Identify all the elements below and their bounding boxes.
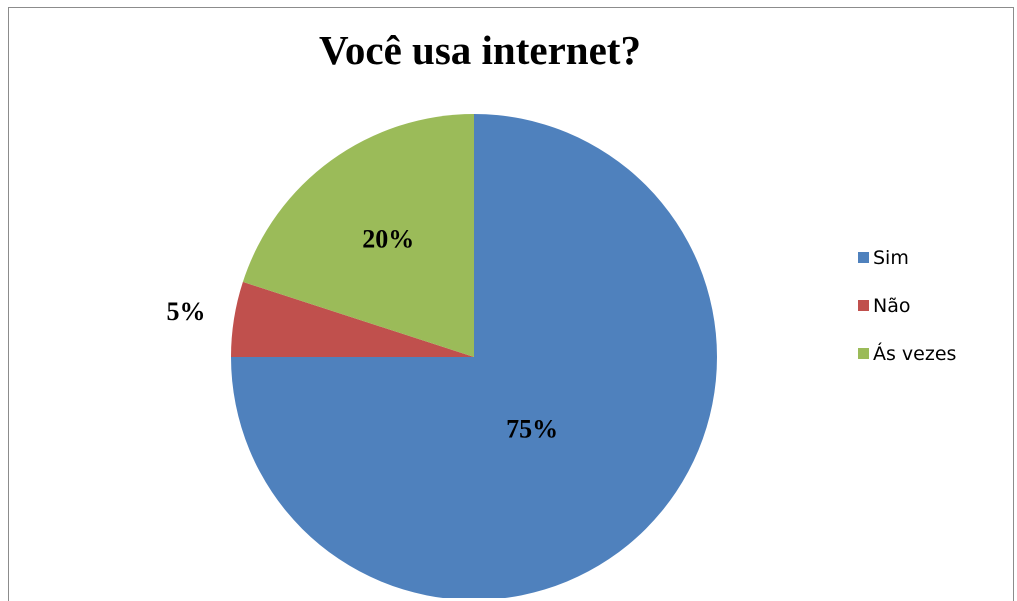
legend-item: Ás vezes xyxy=(858,340,956,367)
chart-title: Você usa internet? xyxy=(319,27,641,73)
pie-data-labels: 75% 5% 20% xyxy=(166,225,558,444)
chart-frame xyxy=(8,7,1014,601)
pie-slices xyxy=(231,114,717,598)
data-label-sim: 75% xyxy=(506,415,558,444)
legend-swatch xyxy=(858,348,869,359)
data-label--s-vezes: 20% xyxy=(362,225,414,254)
pie-slice-sim xyxy=(231,114,717,598)
legend-item: Não xyxy=(858,292,956,319)
legend-label: Ás vezes xyxy=(873,342,957,365)
pie-slice-n-o xyxy=(231,281,474,357)
pie-slice--s-vezes xyxy=(242,114,474,357)
data-label-n-o: 5% xyxy=(166,297,205,326)
legend-label: Não xyxy=(873,294,911,317)
chart-legend: Sim Não Ás vezes xyxy=(858,244,956,388)
legend-swatch xyxy=(858,300,869,311)
legend-swatch xyxy=(858,252,869,263)
legend-item: Sim xyxy=(858,244,956,271)
legend-label: Sim xyxy=(873,246,909,269)
